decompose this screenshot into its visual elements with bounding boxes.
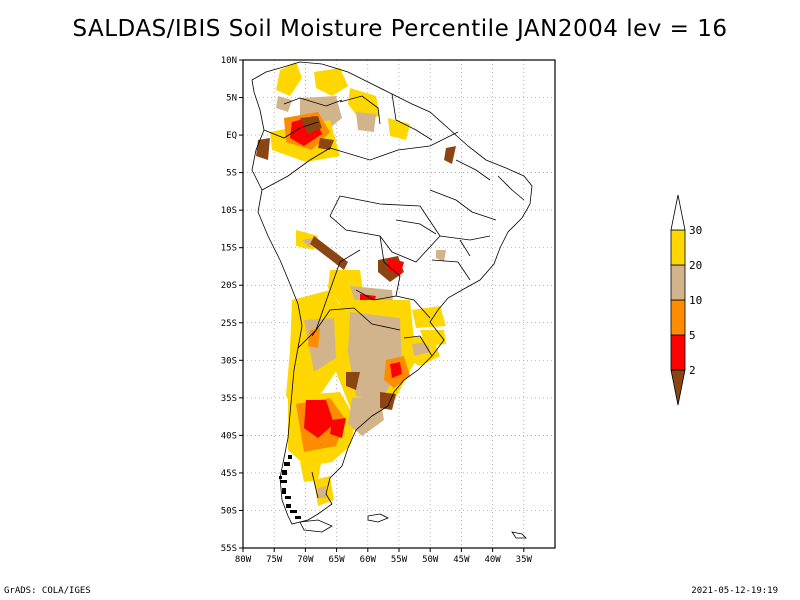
colorbar-segment	[670, 299, 686, 336]
lon-tick-label: 50W	[422, 555, 439, 565]
lat-tick-label: 25S	[221, 319, 237, 329]
lat-tick-label: 50S	[221, 506, 237, 516]
longitude-labels: 80W 75W 70W 65W 60W 55W 50W 45W 40W 35W	[235, 555, 533, 565]
lon-tick-label: 60W	[360, 555, 377, 565]
country-borders	[251, 61, 533, 539]
lon-tick-label: 35W	[516, 555, 533, 565]
footer-grads-credit: GrADS: COLA/IGES	[4, 586, 91, 596]
lon-tick-label: 65W	[328, 555, 345, 565]
colorbar-label: 20	[689, 259, 702, 272]
lon-tick-label: 55W	[391, 555, 408, 565]
falkland-islands	[367, 513, 389, 523]
colorbar-label: 10	[689, 294, 702, 307]
lat-tick-label: 30S	[221, 356, 237, 366]
colorbar-label: 30	[689, 224, 702, 237]
colorbar-label: 2	[689, 364, 696, 377]
latitude-labels: 10N 5N EQ 5S 10S 15S 20S 25S 30S 35S 40S 45S 50S 55S	[221, 56, 237, 554]
lon-tick-label: 40W	[484, 555, 501, 565]
axis-ticks	[239, 59, 525, 552]
lat-tick-label: 10S	[221, 206, 237, 216]
lat-tick-label: 35S	[221, 394, 237, 404]
colorbar-label: 5	[689, 329, 696, 342]
lat-tick-label: 10N	[221, 56, 237, 66]
colorbar-segment	[670, 264, 686, 301]
colorbar-arrow-low	[670, 369, 686, 406]
lat-tick-label: 5S	[226, 169, 237, 179]
lon-tick-label: 80W	[235, 555, 252, 565]
lat-tick-label: EQ	[226, 131, 237, 141]
coastline	[251, 61, 533, 525]
lat-tick-label: 5N	[226, 94, 237, 104]
percentile-shading	[256, 62, 456, 506]
map-content	[251, 61, 533, 539]
colorbar-segment	[670, 229, 686, 266]
chile-archipelago	[279, 455, 301, 519]
tierra-del-fuego	[299, 519, 333, 533]
colorbar-arrow-high	[670, 194, 686, 231]
lat-tick-label: 55S	[221, 544, 237, 554]
lat-tick-label: 45S	[221, 469, 237, 479]
lat-tick-label: 20S	[221, 281, 237, 291]
lon-tick-label: 70W	[297, 555, 314, 565]
footer-timestamp: 2021-05-12-19:19	[691, 586, 778, 596]
colorbar: 2 5 10 20 30	[670, 194, 702, 406]
lon-tick-label: 75W	[266, 555, 283, 565]
lon-tick-label: 45W	[453, 555, 470, 565]
colorbar-segment	[670, 334, 686, 371]
lat-tick-label: 40S	[221, 431, 237, 441]
lat-tick-label: 15S	[221, 244, 237, 254]
map-title: SALDAS/IBIS Soil Moisture Percentile JAN…	[72, 16, 728, 42]
